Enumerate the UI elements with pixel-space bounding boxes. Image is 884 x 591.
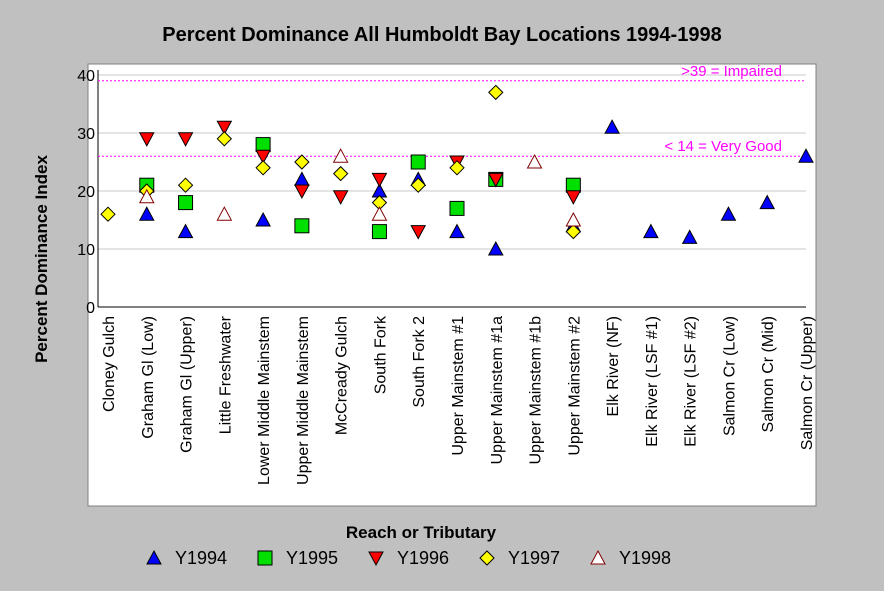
- data-point: [449, 223, 465, 239]
- y-tick-label: 20: [77, 184, 95, 201]
- series-Y1998: [138, 148, 582, 227]
- category-label: Graham Gl (Upper): [179, 316, 196, 453]
- legend-marker: [368, 551, 384, 567]
- data-point: [798, 148, 814, 163]
- data-point: [177, 177, 194, 193]
- y-axis-ticks: 0 10 20 30 40: [77, 68, 95, 317]
- category-label: Little Freshwater: [217, 315, 234, 434]
- y-tick-label: 10: [77, 242, 95, 259]
- data-point: [294, 184, 310, 200]
- category-label: Lower Middle Mainstem: [256, 316, 273, 485]
- data-point: [138, 206, 155, 221]
- data-point: [178, 195, 194, 211]
- x-axis-categories: Cloney Gulch Graham Gl (Low) Graham Gl (Up…: [101, 315, 816, 485]
- category-label: Elk River (NF): [605, 316, 622, 416]
- legend-label: Y1997: [508, 548, 560, 568]
- legend: Y1994 Y1995 Y1996 Y1997 Y1998: [146, 548, 671, 568]
- data-point: [255, 149, 271, 165]
- data-point: [294, 154, 310, 170]
- y-tick-label: 40: [77, 68, 95, 85]
- data-point: [565, 190, 582, 205]
- legend-label: Y1996: [397, 548, 449, 568]
- chart-title: Percent Dominance All Humboldt Bay Locat…: [162, 24, 721, 46]
- data-point: [604, 119, 620, 134]
- legend-marker: [590, 549, 606, 565]
- y-tick-label: 0: [86, 300, 95, 317]
- data-point: [294, 218, 310, 234]
- data-point: [371, 224, 387, 240]
- category-label: Upper Middle Mainstem: [295, 316, 312, 485]
- category-label: South Fork 2: [411, 316, 428, 408]
- data-point: [565, 211, 582, 227]
- y-axis-title: Percent Dominance Index: [32, 155, 51, 363]
- data-point: [565, 177, 581, 193]
- legend-label: Y1998: [619, 548, 671, 568]
- category-label: McCready Gulch: [334, 316, 351, 435]
- data-point: [720, 206, 737, 221]
- data-point: [216, 120, 233, 136]
- series-Y1996: [138, 120, 582, 240]
- data-point: [565, 223, 582, 240]
- legend-item: Y1998: [590, 548, 671, 568]
- data-point: [449, 160, 465, 176]
- data-point: [410, 225, 427, 240]
- category-label: Elk River (LSF #1): [644, 316, 661, 447]
- data-points: [100, 84, 814, 256]
- data-point: [759, 194, 776, 210]
- category-label: Cloney Gulch: [101, 316, 118, 412]
- category-label: Graham Gl (Low): [140, 316, 157, 439]
- data-point: [371, 172, 388, 188]
- legend-label: Y1994: [175, 548, 227, 568]
- legend-item: Y1996: [368, 548, 449, 568]
- data-point: [138, 132, 155, 147]
- category-label: Salmon Cr (Mid): [760, 316, 777, 432]
- data-point: [332, 165, 349, 182]
- category-label: Upper Mainstem #1: [450, 316, 467, 456]
- data-point: [216, 206, 233, 221]
- data-point: [487, 172, 504, 188]
- category-label: Upper Mainstem #1a: [489, 316, 506, 465]
- series-Y1995: [139, 137, 581, 240]
- legend-item: Y1995: [257, 548, 338, 568]
- legend-item: Y1994: [146, 548, 227, 568]
- data-point: [487, 240, 504, 256]
- data-point: [177, 223, 194, 239]
- legend-marker: [479, 550, 495, 566]
- grid-lines: [97, 70, 806, 308]
- data-point: [255, 160, 271, 176]
- category-label: Salmon Cr (Upper): [799, 316, 816, 450]
- x-axis-title: Reach or Tributary: [346, 523, 497, 542]
- data-point: [410, 177, 426, 193]
- category-label: Salmon Cr (Low): [721, 316, 738, 436]
- legend-marker: [257, 550, 273, 566]
- data-point: [410, 154, 426, 170]
- series-Y1997: [100, 84, 582, 240]
- data-point: [332, 148, 349, 163]
- data-point: [449, 200, 465, 216]
- data-point: [177, 132, 194, 147]
- data-point: [216, 131, 233, 147]
- data-point: [681, 229, 698, 244]
- data-point: [643, 223, 659, 239]
- plot-area: [87, 63, 817, 507]
- reference-line-label: >39 = Impaired: [681, 63, 782, 80]
- category-label: Upper Mainstem #1b: [528, 316, 545, 465]
- category-label: Elk River (LSF #2): [683, 316, 700, 447]
- data-point: [100, 206, 116, 222]
- reference-line-label: < 14 = Very Good: [664, 138, 782, 155]
- category-label: South Fork: [372, 315, 389, 394]
- legend-marker: [146, 549, 162, 565]
- data-point: [138, 188, 155, 204]
- category-label: Upper Mainstem #2: [566, 316, 583, 456]
- data-point: [255, 211, 271, 227]
- legend-label: Y1995: [286, 548, 338, 568]
- data-point: [332, 190, 349, 205]
- legend-item: Y1997: [479, 548, 560, 568]
- y-tick-label: 30: [77, 126, 95, 143]
- data-point: [488, 84, 504, 101]
- data-point: [371, 206, 388, 221]
- data-point: [255, 137, 271, 153]
- data-point: [526, 153, 543, 169]
